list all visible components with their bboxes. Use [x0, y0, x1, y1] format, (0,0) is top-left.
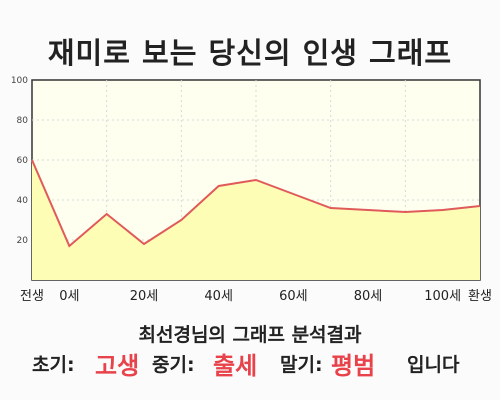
- analysis-title: 최선경님의 그래프 분석결과: [138, 324, 362, 346]
- y-tick-label: 60: [17, 156, 29, 166]
- ending-text: 입니다: [407, 354, 460, 376]
- x-tick-label: 전생: [20, 289, 44, 304]
- series-line: [31, 159, 481, 248]
- x-tick-label: 100세: [424, 289, 461, 304]
- y-tick-label: 100: [11, 76, 28, 86]
- x-tick-label: 20세: [130, 289, 159, 304]
- life-graph-chart: 20 40 60 80 100 전생 0세 20세 40세 60세 80세 100세 환생: [11, 76, 492, 304]
- x-tick-label: 환생: [468, 289, 492, 304]
- late-label: 말기:: [280, 354, 323, 376]
- x-axis-ticks: 전생 0세 20세 40세 60세 80세 100세 환생: [20, 289, 492, 304]
- y-axis-ticks: 20 40 60 80 100: [11, 76, 28, 246]
- mid-value: 출세: [213, 352, 258, 380]
- x-tick-label: 40세: [204, 289, 233, 304]
- x-tick-label: 0세: [59, 289, 79, 304]
- early-label: 초기:: [32, 354, 75, 376]
- mid-label: 중기:: [152, 354, 195, 376]
- x-tick-label: 60세: [279, 289, 308, 304]
- early-value: 고생: [95, 352, 140, 380]
- late-value: 평범: [331, 352, 376, 380]
- x-tick-label: 80세: [354, 289, 383, 304]
- y-tick-label: 80: [17, 116, 29, 126]
- area-fill: [32, 160, 480, 280]
- y-tick-label: 20: [17, 236, 29, 246]
- y-tick-label: 40: [17, 196, 29, 206]
- page-title: 재미로 보는 당신의 인생 그래프: [47, 36, 453, 70]
